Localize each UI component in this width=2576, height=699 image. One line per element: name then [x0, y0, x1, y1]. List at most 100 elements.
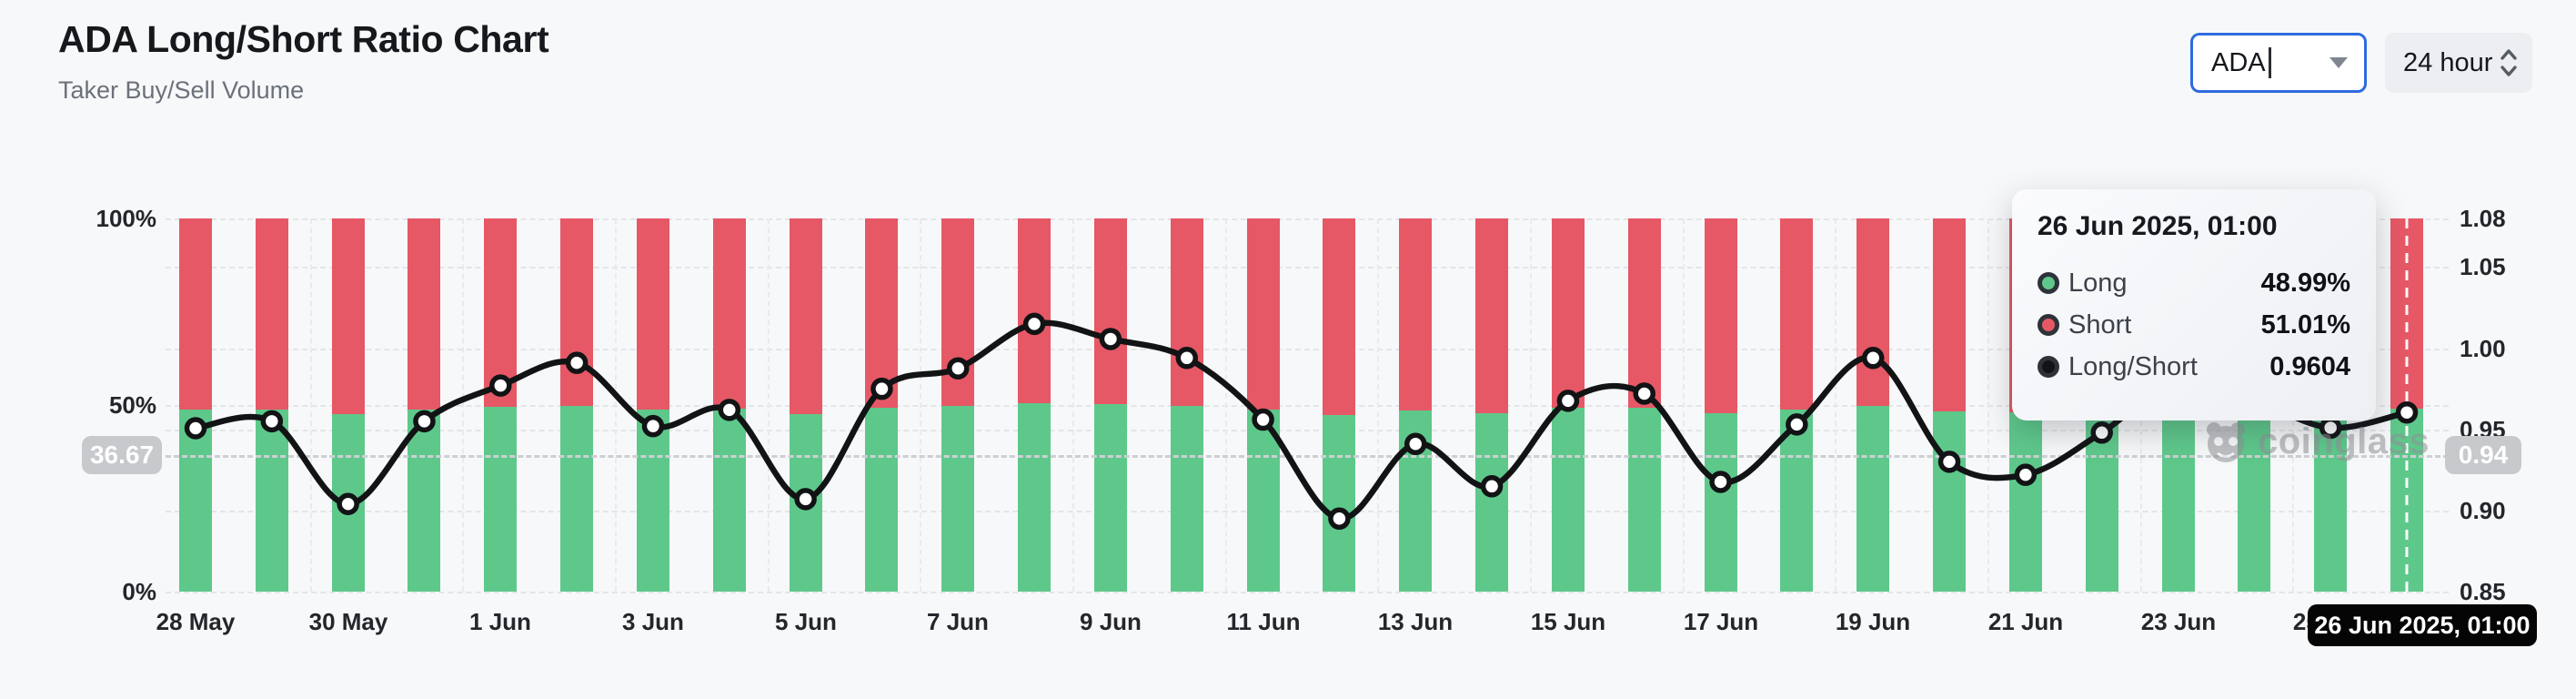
short-segment — [408, 218, 440, 410]
long-segment — [1780, 409, 1813, 592]
long-segment — [1857, 405, 1889, 592]
tooltip-row-value: 51.01% — [2260, 309, 2350, 339]
short-segment — [2390, 218, 2423, 410]
crosshair-right-badge: 0.94 — [2445, 436, 2521, 474]
long-segment — [1552, 408, 1585, 592]
short-segment — [1933, 218, 1966, 412]
x-axis-label: 21 Jun — [1987, 608, 2064, 635]
gridline-vertical — [1225, 218, 1227, 592]
text-cursor — [2268, 47, 2271, 78]
tooltip-row-label: Long — [2068, 268, 2128, 298]
caret-down-icon[interactable] — [2329, 57, 2348, 68]
tooltip-row-label: Short — [2068, 309, 2132, 339]
bar-7-jun[interactable] — [941, 218, 974, 592]
crosshair-horizontal — [166, 455, 2449, 458]
gridline-vertical — [768, 218, 770, 592]
long-segment — [1475, 413, 1508, 592]
long-segment — [1171, 405, 1203, 592]
gridline-vertical — [462, 218, 464, 592]
long-series-dot-icon — [2038, 272, 2059, 294]
x-axis-label: 3 Jun — [622, 608, 684, 635]
x-axis-label: 13 Jun — [1377, 608, 1454, 635]
short-segment — [1628, 218, 1661, 408]
long-segment — [941, 406, 974, 592]
long-segment — [408, 409, 440, 592]
bar-11-jun[interactable] — [1247, 218, 1280, 592]
bar-1-jun[interactable] — [484, 218, 517, 592]
bar-9-jun[interactable] — [1094, 218, 1127, 592]
gridline-vertical — [1835, 218, 1836, 592]
symbol-select-value: ADA — [2211, 47, 2266, 77]
x-axis-label: 9 Jun — [1080, 608, 1142, 635]
short-segment — [865, 218, 898, 408]
short-segment — [941, 218, 974, 407]
interval-select-value: 24 hour — [2403, 47, 2493, 77]
y-axis-label-right: 1.05 — [2460, 253, 2506, 280]
bar-20-jun[interactable] — [1933, 218, 1966, 592]
y-axis-label-left: 50% — [108, 391, 156, 419]
up-down-chevrons-icon[interactable] — [2498, 46, 2520, 79]
tooltip-row-label: Long/Short — [2068, 351, 2198, 381]
y-axis-label-right: 1.00 — [2460, 335, 2506, 362]
bar-26-jun[interactable] — [2390, 218, 2423, 592]
bar-2-jun[interactable] — [560, 218, 593, 592]
gridline-vertical — [310, 218, 312, 592]
bar-28-may[interactable] — [179, 218, 212, 592]
long-segment — [2009, 412, 2042, 592]
bar-17-jun[interactable] — [1705, 218, 1737, 592]
short-segment — [1399, 218, 1432, 411]
bar-15-jun[interactable] — [1552, 218, 1585, 592]
x-axis-label: 1 Jun — [469, 608, 531, 635]
gridline-vertical — [1072, 218, 1074, 592]
short-segment — [1247, 218, 1280, 410]
bar-5-jun[interactable] — [790, 218, 822, 592]
page-subtitle: Taker Buy/Sell Volume — [58, 76, 305, 104]
bar-18-jun[interactable] — [1780, 218, 1813, 592]
x-axis-label: 30 May — [308, 608, 388, 635]
short-segment — [560, 218, 593, 406]
long-segment — [1933, 411, 1966, 592]
gridline-vertical — [615, 218, 617, 592]
bar-12-jun[interactable] — [1323, 218, 1355, 592]
bar-10-jun[interactable] — [1171, 218, 1203, 592]
bar-31-may[interactable] — [408, 218, 440, 592]
bar-6-jun[interactable] — [865, 218, 898, 592]
x-axis-label: 15 Jun — [1530, 608, 1606, 635]
long-segment — [484, 407, 517, 592]
gridline-vertical — [1377, 218, 1379, 592]
long-segment — [1399, 410, 1432, 592]
short-segment — [1552, 218, 1585, 409]
crosshair-x-badge: 26 Jun 2025, 01:00 — [2308, 604, 2537, 646]
bar-19-jun[interactable] — [1857, 218, 1889, 592]
short-segment — [713, 218, 746, 409]
bar-16-jun[interactable] — [1628, 218, 1661, 592]
watermark-text: coinglass — [2258, 420, 2430, 461]
x-axis-label: 7 Jun — [927, 608, 989, 635]
short-segment — [179, 218, 212, 410]
interval-select[interactable]: 24 hour — [2385, 33, 2532, 93]
chart-tooltip: 26 Jun 2025, 01:00 Long 48.99% Short 51.01%… — [2012, 189, 2376, 420]
long-segment — [1247, 409, 1280, 592]
long-segment — [1323, 415, 1355, 592]
bar-30-may[interactable] — [332, 218, 365, 592]
bar-13-jun[interactable] — [1399, 218, 1432, 592]
y-axis-label-right: 0.85 — [2460, 578, 2506, 605]
long-segment — [560, 405, 593, 592]
bar-14-jun[interactable] — [1475, 218, 1508, 592]
x-axis-label: 23 Jun — [2140, 608, 2217, 635]
short-segment — [637, 218, 669, 410]
bar-4-jun[interactable] — [713, 218, 746, 592]
bar-29-may[interactable] — [256, 218, 288, 592]
bar-3-jun[interactable] — [637, 218, 669, 592]
long-short-series-dot-icon — [2038, 356, 2059, 378]
x-axis-label: 28 May — [156, 608, 236, 635]
y-axis-label-left: 0% — [122, 578, 156, 605]
short-segment — [256, 218, 288, 410]
long-segment — [1705, 412, 1737, 592]
symbol-select[interactable]: ADA — [2190, 33, 2367, 93]
bar-8-jun[interactable] — [1018, 218, 1051, 592]
long-segment — [790, 414, 822, 592]
long-segment — [1094, 404, 1127, 592]
coinglass-logo-icon — [2207, 422, 2245, 462]
